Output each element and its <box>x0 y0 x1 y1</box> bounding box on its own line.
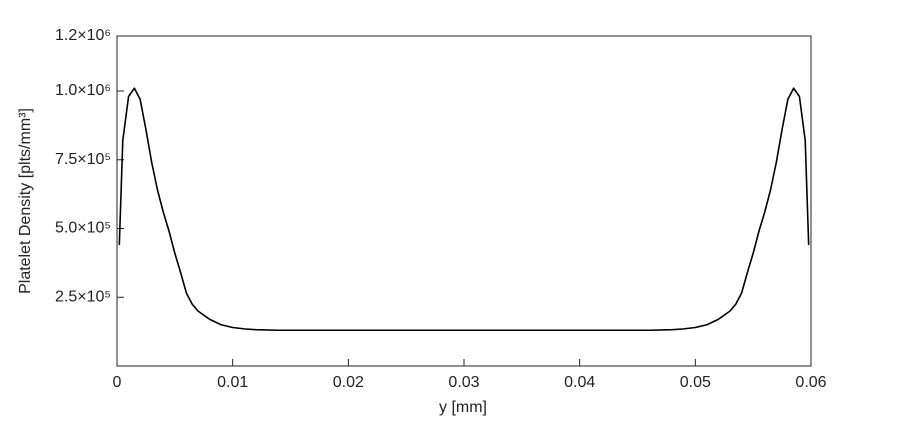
x-tick-label: 0.02 <box>333 374 364 391</box>
y-tick-label: 2.5×10⁵ <box>55 288 111 305</box>
plot-frame <box>116 35 812 367</box>
data-line <box>118 87 810 332</box>
x-tick-label: 0.05 <box>680 374 711 391</box>
x-tick-label: 0.03 <box>448 374 479 391</box>
y-tick-label: 7.5×10⁵ <box>55 151 111 168</box>
x-tick-label: 0 <box>113 374 122 391</box>
y-axis-label: Platelet Density [plts/mm³] <box>17 108 34 294</box>
x-axis-label: y [mm] <box>439 399 487 416</box>
y-tick-label: 1.0×10⁶ <box>55 82 111 99</box>
x-tick-label: 0.04 <box>564 374 595 391</box>
y-tick-label: 5.0×10⁵ <box>55 220 111 237</box>
x-tick-label: 0.06 <box>795 374 826 391</box>
x-tick-label: 0.01 <box>217 374 248 391</box>
y-tick-label: 1.2×10⁶ <box>55 27 111 44</box>
